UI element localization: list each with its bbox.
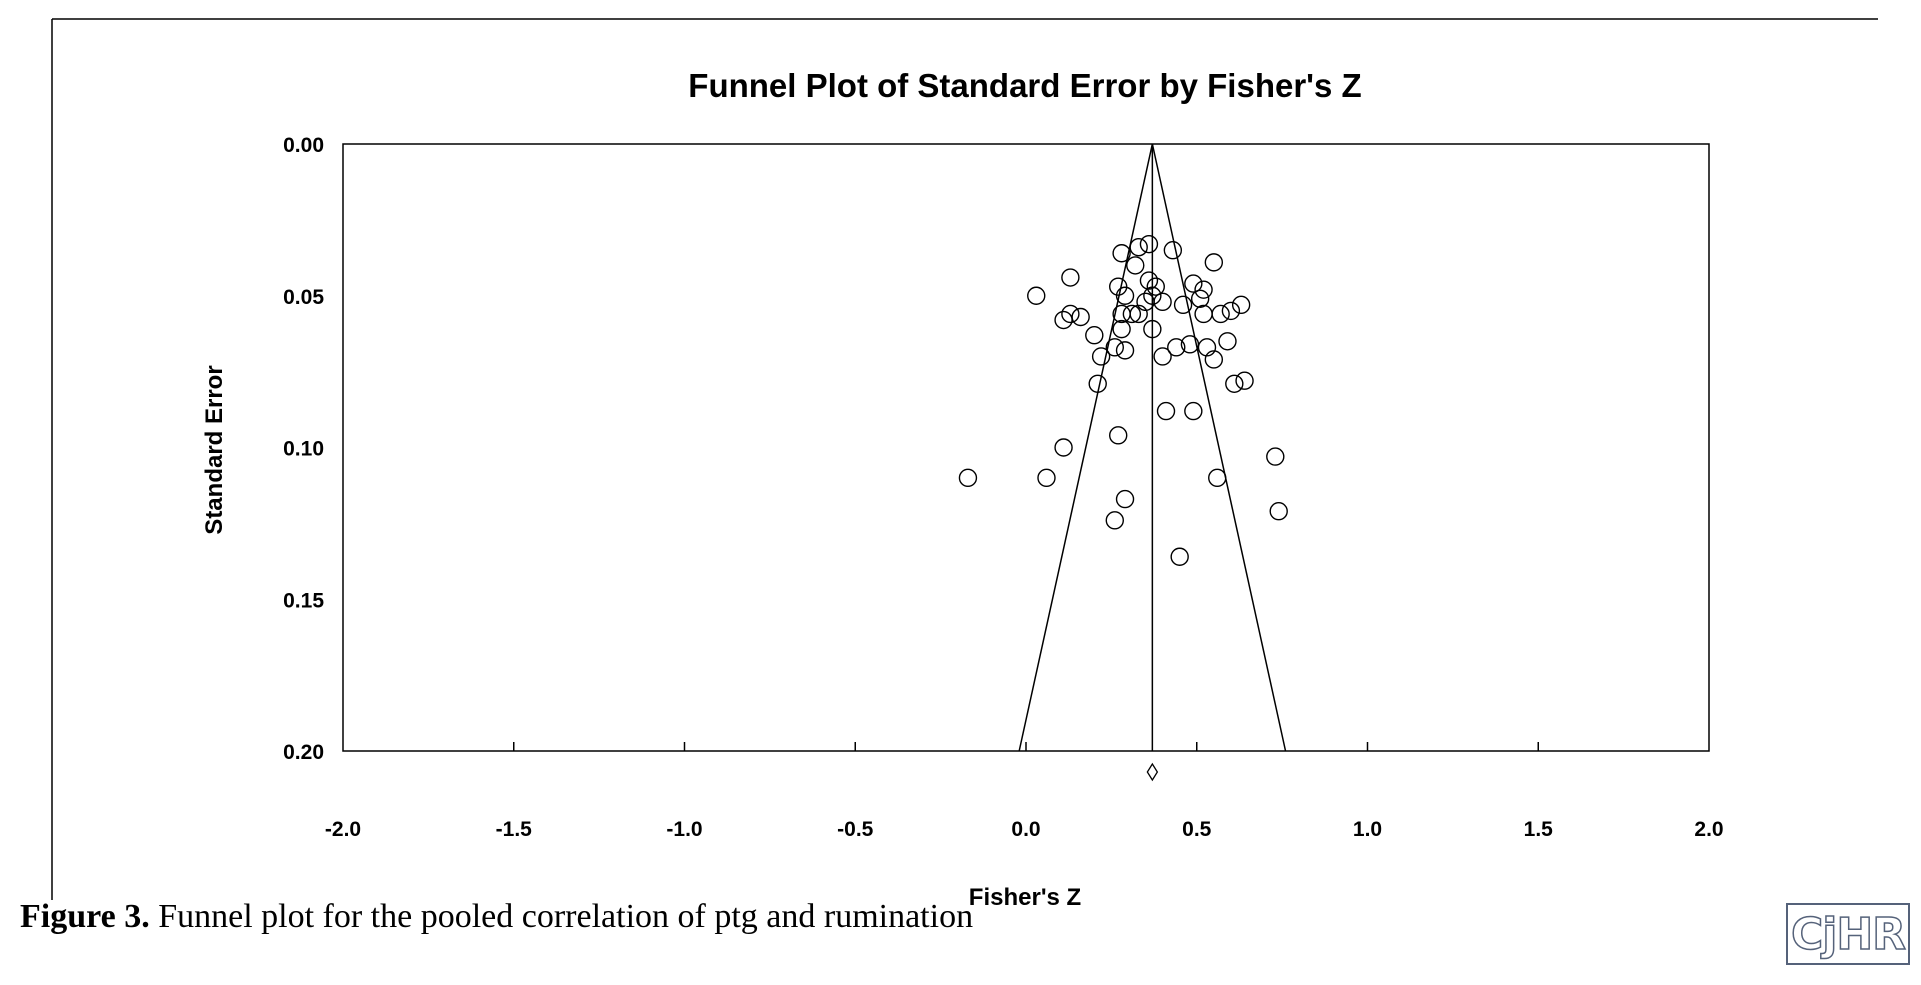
journal-logo: CjHR [1786,903,1910,965]
study-point [1194,280,1213,299]
study-point [1088,374,1107,393]
study-point [1105,511,1124,530]
funnel-right-line [1151,143,1287,752]
study-point [1197,338,1217,357]
y-tick-label: 0.05 [283,286,324,309]
study-point [1170,547,1189,566]
figure-caption-text: Funnel plot for the pooled correlation o… [149,898,974,935]
x-axis: -2.0 -1.5 -1.0 -0.5 0.0 0.5 1.0 1.5 2.0 [325,742,1724,841]
study-point [1153,292,1172,312]
plot-border [342,143,1710,752]
x-axis-label: Fisher's Z [969,884,1081,911]
y-axis-label: Standard Error [201,365,228,534]
study-point [1129,304,1148,324]
study-point [1204,350,1224,369]
x-tick-label: -1.0 [666,818,702,841]
y-tick-label: 0.00 [283,134,324,157]
study-point [1109,277,1128,296]
study-point [1269,502,1288,521]
x-tick-label: 0.5 [1182,818,1212,841]
plot-area [342,143,1710,752]
study-point [1061,268,1080,287]
study-point [1235,371,1254,390]
study-point [1122,304,1142,324]
study-point [1115,286,1135,305]
study-point [1112,319,1131,339]
study-point [1054,310,1073,330]
study-point [1211,304,1230,324]
study-point [1153,347,1172,366]
x-tick-label: 1.5 [1524,818,1554,841]
y-tick-label: 0.10 [283,438,324,461]
pooled-estimate-marker [1146,762,1159,782]
study-point [958,468,978,488]
study-point [1105,338,1124,357]
study-point [1225,374,1244,393]
x-tick-label: 2.0 [1694,818,1723,841]
y-tick-label: 0.15 [283,589,324,612]
x-tick-label: 0.0 [1011,818,1040,841]
journal-logo-text: CjHR [1790,908,1907,961]
study-point [1184,401,1203,421]
study-point [1085,326,1104,345]
x-tick-label: -2.0 [325,818,361,841]
study-point [1139,234,1159,254]
study-point [1027,286,1046,305]
study-point [1091,347,1111,366]
chart-title: Funnel Plot of Standard Error by Fisher'… [688,67,1361,104]
x-tick-label: 1.0 [1353,818,1382,841]
study-point [1231,295,1251,315]
study-point [1139,271,1159,290]
study-point [1037,468,1056,488]
study-point [1221,301,1241,321]
study-point [1112,244,1131,263]
study-point [1115,341,1135,360]
study-point [1109,426,1128,445]
y-axis: 0.00 0.05 0.10 0.15 0.20 [283,134,324,764]
study-point [1204,253,1224,272]
funnel-lines [1018,143,1287,752]
study-point [1218,332,1237,351]
study-point [1184,274,1203,293]
study-point [1163,241,1183,260]
study-points [958,234,1288,566]
study-point [1208,468,1227,488]
study-point [1156,401,1176,421]
study-point [1146,277,1165,296]
figure-caption: Figure 3. Funnel plot for the pooled cor… [20,898,973,936]
y-tick-label: 0.20 [283,741,324,764]
study-point [1167,338,1186,357]
study-point [1061,304,1080,324]
x-tick-label: -1.5 [496,818,533,841]
study-point [1126,256,1145,275]
study-point [1143,286,1162,305]
funnel-left-line [1018,143,1154,752]
figure-caption-label: Figure 3. [20,898,150,935]
study-point [1054,438,1073,457]
study-point [1190,289,1210,308]
study-point [1115,489,1135,509]
study-point [1266,447,1285,466]
study-point [1129,237,1148,257]
study-point [1071,307,1090,327]
study-point [1194,304,1213,324]
x-tick-label: -0.5 [837,818,874,841]
pooled-estimate-diamond [1146,762,1159,782]
study-point [1173,295,1193,315]
study-point [1143,319,1162,339]
